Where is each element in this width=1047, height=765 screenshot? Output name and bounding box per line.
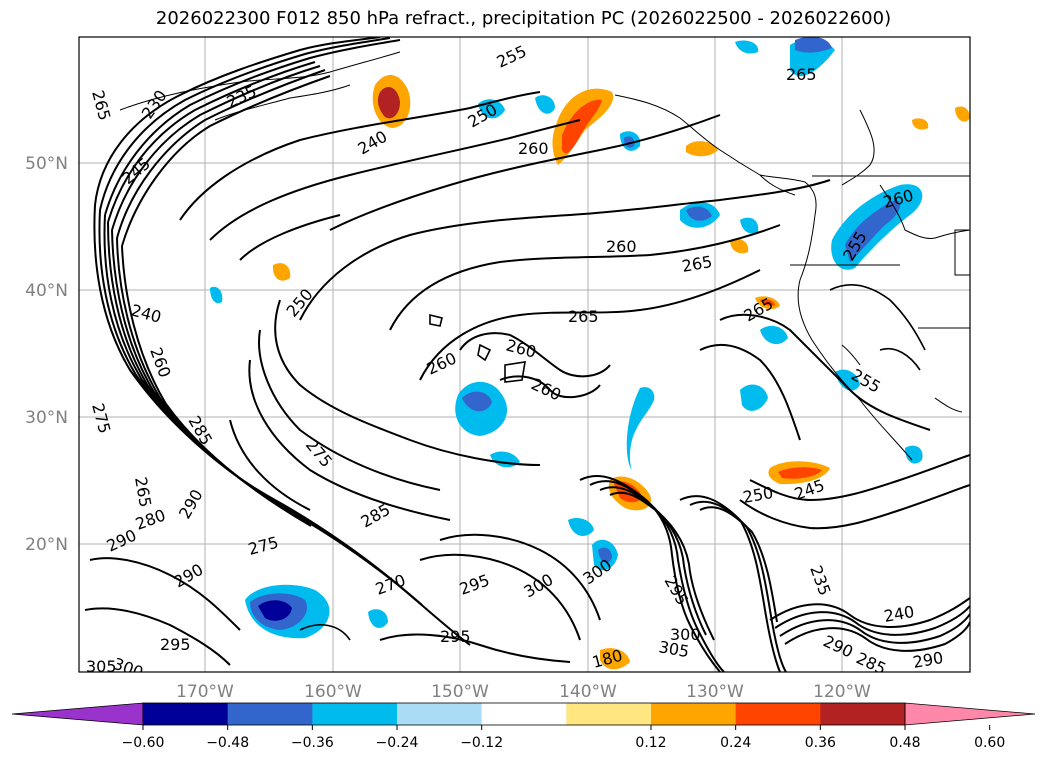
refractivity-contours (84, 37, 970, 672)
colorbar: −0.60 −0.48 −0.36 −0.24 −0.12 0.12 0.24 0.36 0.4… (11, 702, 1036, 751)
contour-label: 260 (606, 237, 637, 256)
colorbar-tick-label: 0.60 (974, 735, 1005, 751)
colorbar-segment (312, 703, 398, 725)
colorbar-extend-min (11, 702, 144, 726)
colorbar-segment (397, 703, 483, 725)
colorbar-segment (227, 703, 313, 725)
contour-label: 265 (786, 65, 817, 84)
longitude-labels: 170°W 160°W 150°W 140°W 130°W 120°W (176, 682, 871, 702)
colorbar-extend-max (904, 702, 1036, 726)
latitude-labels: 50°N 40°N 30°N 20°N (25, 154, 68, 555)
lat-label: 40°N (25, 281, 68, 301)
lon-label: 120°W (813, 682, 871, 702)
lon-label: 140°W (559, 682, 617, 702)
lat-label: 30°N (25, 408, 68, 428)
colorbar-frame (142, 702, 906, 726)
contour-label: 265 (568, 307, 599, 326)
colorbar-tick-label: 0.48 (889, 735, 920, 751)
colorbar-tick-label: 0.24 (720, 735, 751, 751)
colorbar-tick-label: 0.12 (635, 735, 666, 751)
lon-label: 170°W (176, 682, 234, 702)
lat-label: 20°N (25, 535, 68, 555)
coastlines (119, 51, 970, 461)
colorbar-tick-label: 0.36 (805, 735, 836, 751)
contour-label: 300 (670, 625, 701, 644)
colorbar-tick-label: −0.48 (206, 735, 249, 751)
contour-label: 295 (440, 627, 471, 646)
plot-frame (78, 36, 971, 673)
contour-label: 260 (518, 139, 549, 158)
precipitation-fills (210, 37, 970, 670)
contour-label: 305 (86, 657, 117, 676)
colorbar-segment (566, 703, 652, 725)
contour-label: 295 (160, 635, 191, 654)
lon-label: 150°W (431, 682, 489, 702)
colorbar-tick-label: −0.24 (376, 735, 419, 751)
lat-label: 50°N (25, 154, 68, 174)
colorbar-segment (143, 703, 229, 725)
lon-label: 160°W (304, 682, 362, 702)
colorbar-segment (820, 703, 906, 725)
map-title: 2026022300 F012 850 hPa refract., precip… (155, 8, 892, 29)
colorbar-tick-label: −0.36 (291, 735, 334, 751)
colorbar-tick-label: −0.60 (122, 735, 165, 751)
colorbar-segment (735, 703, 821, 725)
colorbar-tick-label: −0.12 (460, 735, 503, 751)
gridlines (79, 37, 970, 672)
lon-label: 130°W (686, 682, 744, 702)
colorbar-segment (651, 703, 737, 725)
colorbar-segment (481, 703, 567, 725)
